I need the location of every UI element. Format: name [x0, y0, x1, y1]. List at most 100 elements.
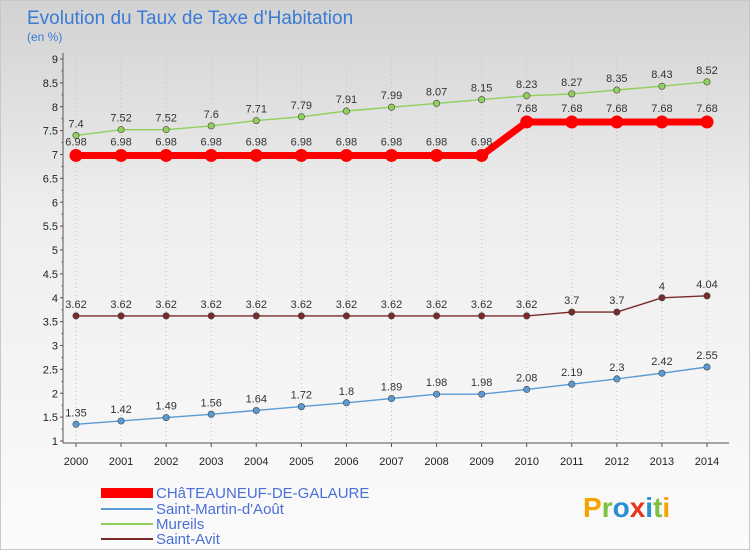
y-tick-label: 9: [52, 54, 58, 66]
legend-label: CHâTEAUNEUF-DE-GALAURE: [156, 485, 369, 502]
y-minor-mark: [61, 380, 63, 382]
data-point: [117, 417, 125, 425]
y-minor-mark: [61, 141, 63, 144]
y-minor-mark: [61, 261, 63, 263]
y-minor-mark: [61, 249, 63, 251]
data-point: [297, 312, 305, 320]
data-label: 8.52: [696, 65, 717, 77]
data-point: [72, 420, 80, 428]
data-point: [433, 390, 441, 398]
chart-subtitle: (en %): [27, 30, 62, 44]
y-minor-mark: [61, 297, 63, 299]
x-tick-label: 2008: [424, 456, 448, 468]
data-label: 7.4: [68, 118, 83, 130]
y-minor-mark: [61, 177, 63, 179]
data-point: [433, 312, 441, 320]
data-point: [700, 115, 714, 129]
data-label: 6.98: [381, 136, 402, 148]
data-label: 3.7: [564, 295, 579, 307]
data-point: [433, 99, 441, 107]
data-label: 3.62: [291, 299, 312, 311]
data-point: [342, 399, 350, 407]
data-point: [387, 103, 395, 111]
y-tick-label: 3.5: [43, 317, 58, 329]
x-tick-label: 2005: [289, 456, 313, 468]
y-tick-label: 5: [52, 245, 58, 257]
series-0: 6.98 6.98 6.98 6.98 6.98 6.98 6.98 6.98 6.98 6.98…: [65, 103, 718, 162]
x-tick-label: 2014: [695, 456, 719, 468]
data-point: [478, 96, 486, 104]
data-point: [297, 403, 305, 411]
y-tick-label: 8: [52, 102, 58, 114]
data-point: [339, 148, 353, 162]
data-label: 1.42: [110, 404, 131, 416]
y-minor-mark: [61, 237, 63, 239]
x-tick-label: 2004: [244, 456, 268, 468]
data-point: [613, 308, 621, 316]
data-point: [523, 312, 531, 320]
data-label: 8.27: [561, 77, 582, 89]
data-point: [342, 107, 350, 115]
data-point: [385, 148, 398, 162]
x-tick-label: 2012: [605, 456, 629, 468]
data-point: [703, 78, 711, 86]
y-minor-mark: [61, 440, 63, 442]
y-tick-label: 6.5: [43, 173, 58, 185]
x-tick-label: 2001: [109, 456, 133, 468]
legend-label: Saint-Martin-d'Août: [156, 501, 285, 518]
y-minor-mark: [61, 201, 63, 203]
y-minor-mark: [61, 392, 63, 394]
y-minor-mark: [61, 344, 63, 347]
data-label: 2.3: [609, 362, 624, 374]
data-label: 3.62: [65, 299, 86, 311]
x-tick-label: 2010: [514, 456, 538, 468]
data-label: 3.62: [155, 299, 176, 311]
data-point: [613, 86, 621, 94]
data-point: [204, 148, 218, 162]
data-label: 2.08: [516, 372, 537, 384]
data-point: [565, 115, 579, 129]
data-label: 6.98: [291, 136, 312, 148]
data-label: 3.62: [201, 299, 222, 311]
data-label: 6.98: [426, 136, 447, 148]
data-label: 4: [659, 281, 665, 293]
data-point: [568, 90, 576, 98]
data-label: 3.7: [609, 295, 624, 307]
data-point: [478, 390, 486, 398]
y-tick-label: 5.5: [43, 221, 58, 233]
data-point: [114, 148, 128, 162]
data-label: 6.98: [246, 136, 267, 148]
data-point: [162, 312, 170, 320]
data-label: 7.79: [291, 100, 312, 112]
data-label: 6.98: [201, 136, 222, 148]
proxiti-logo: Proxiti: [583, 492, 670, 523]
data-label: 1.98: [471, 377, 492, 389]
data-label: 7.68: [516, 103, 537, 115]
data-label: 7.52: [110, 113, 131, 125]
data-point: [610, 115, 624, 129]
data-label: 1.89: [381, 382, 402, 394]
y-minor-mark: [61, 321, 63, 323]
data-point: [613, 375, 621, 383]
series-1: 1.35 1.42 1.49 1.56 1.64 1.72 1.8 1.89 1.98 1.98 2…: [65, 350, 718, 428]
data-point: [568, 380, 576, 388]
data-point: [703, 363, 711, 371]
data-point: [342, 312, 350, 320]
data-label: 7.99: [381, 90, 402, 102]
y-tick-label: 3: [52, 341, 58, 353]
data-label: 1.72: [291, 390, 312, 402]
data-point: [162, 126, 170, 134]
data-point: [207, 122, 215, 130]
data-label: 7.68: [651, 103, 672, 115]
x-tick-label: 2002: [154, 456, 178, 468]
y-minor-mark: [61, 404, 63, 406]
data-label: 7.6: [204, 109, 219, 121]
y-minor-mark: [61, 130, 63, 132]
data-label: 8.35: [606, 73, 627, 85]
data-label: 3.62: [426, 299, 447, 311]
data-label: 8.23: [516, 79, 537, 91]
series-3: 3.62 3.62 3.62 3.62 3.62 3.62 3.62 3.62 3.62 3.62…: [65, 279, 718, 320]
y-minor-mark: [61, 285, 63, 287]
data-point: [252, 312, 260, 320]
data-label: 1.98: [426, 377, 447, 389]
